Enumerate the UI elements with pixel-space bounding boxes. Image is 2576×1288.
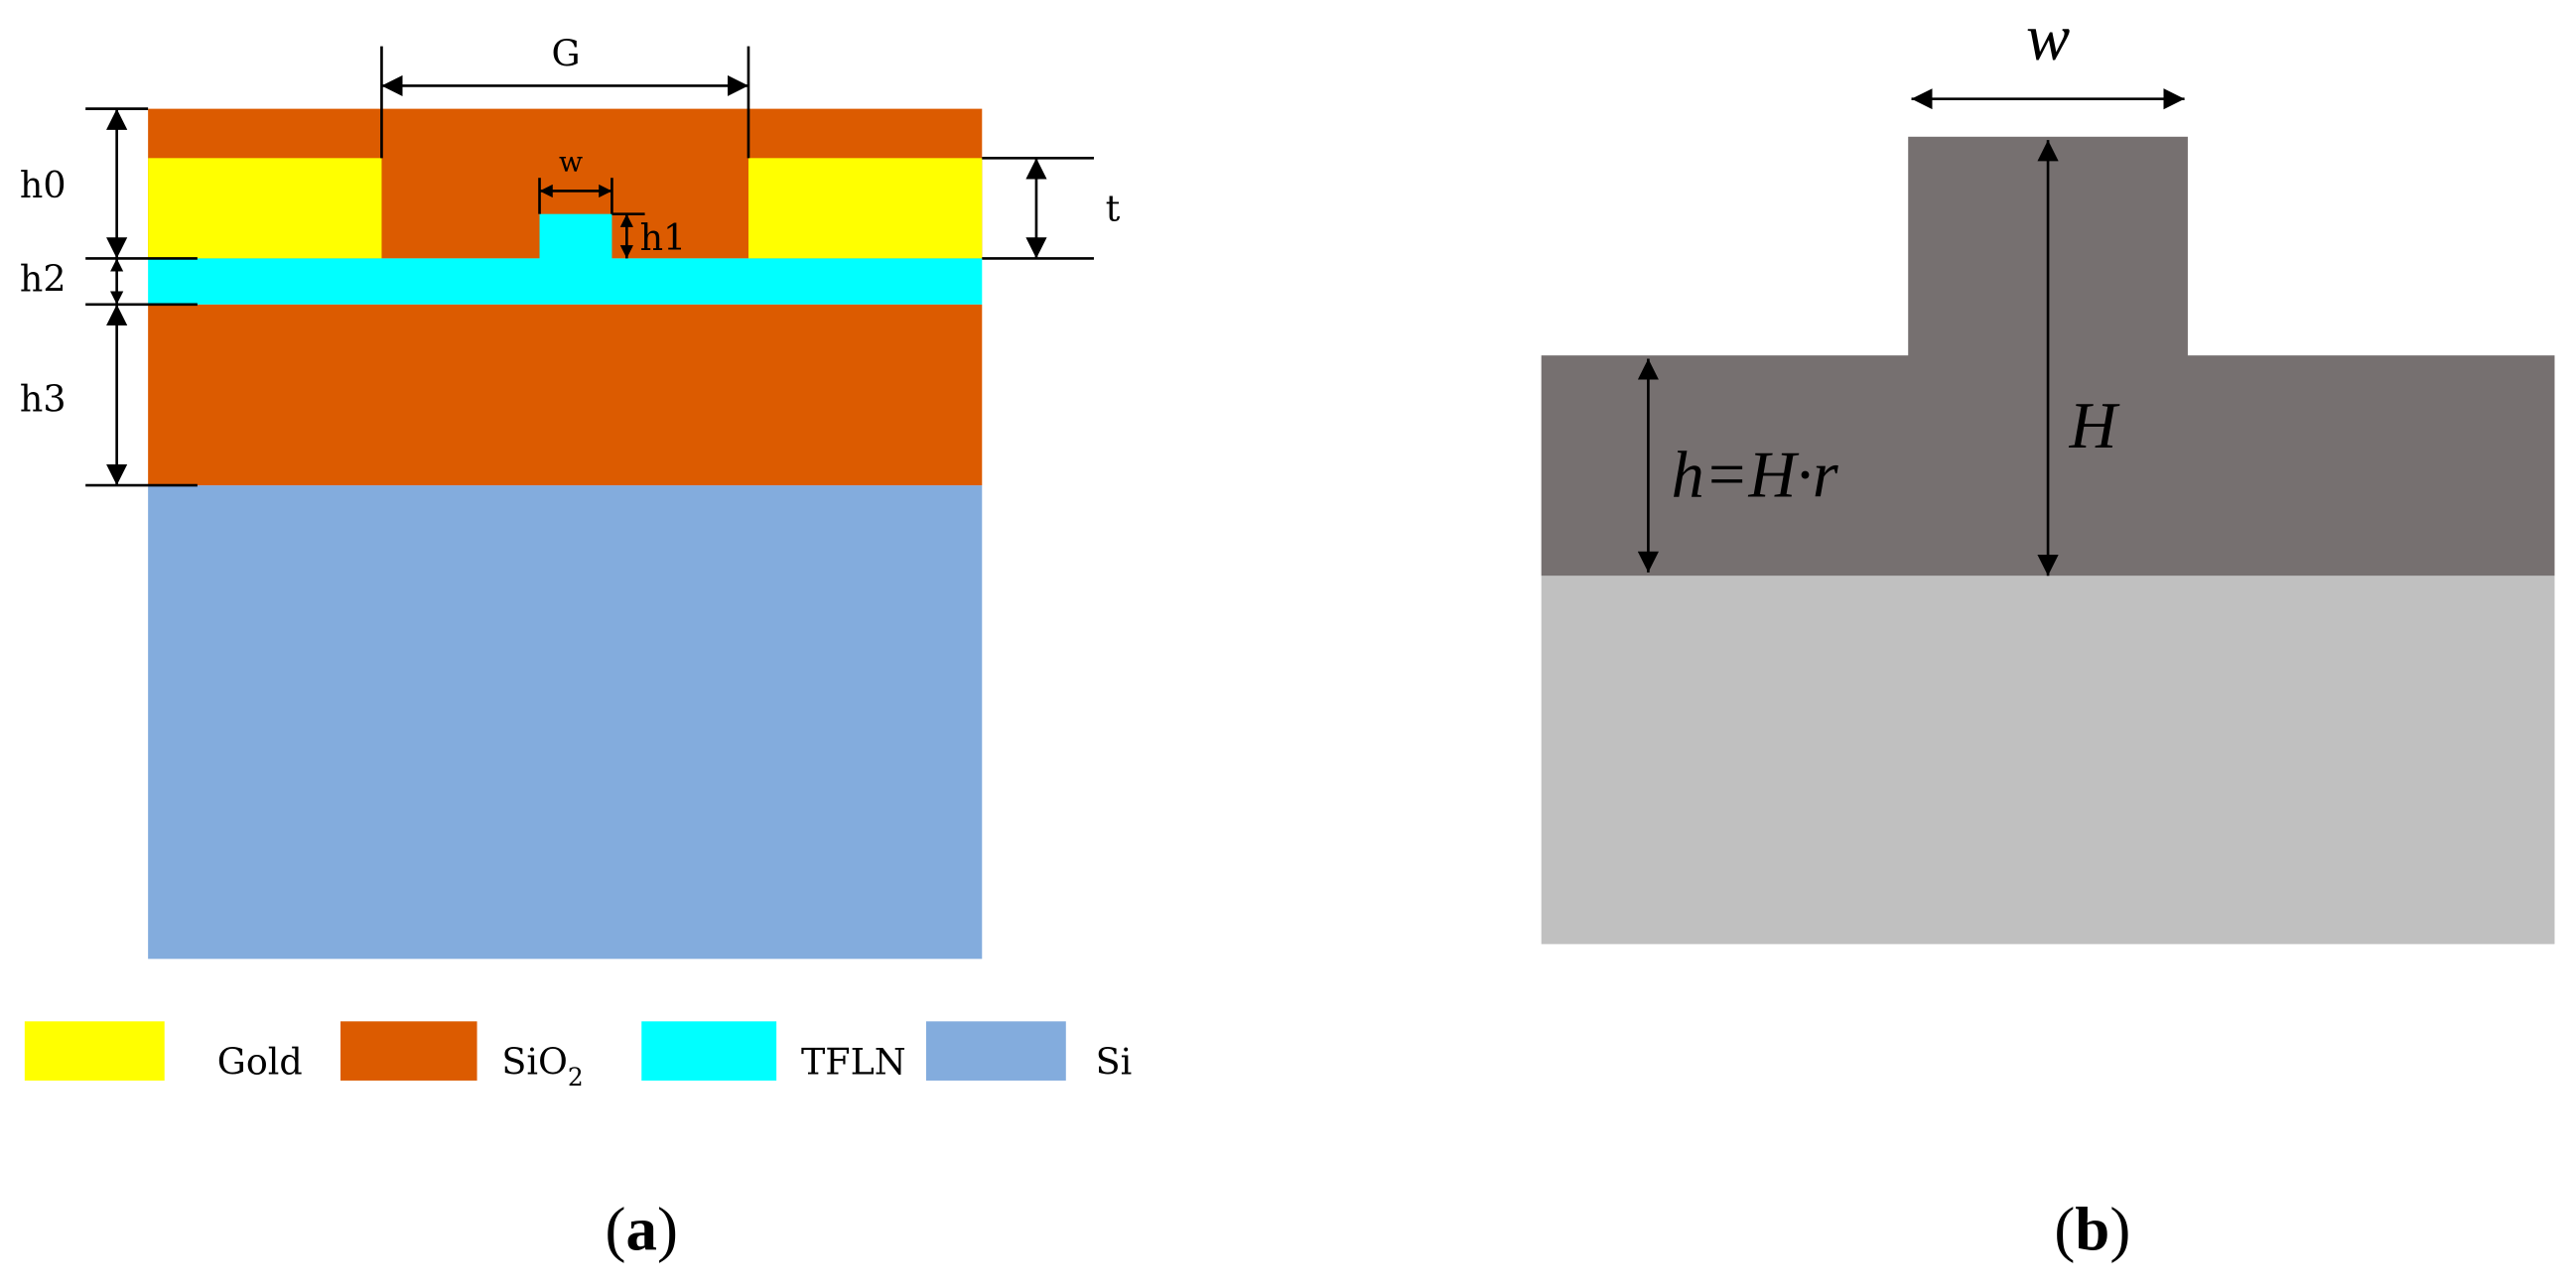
caption-a: (a): [606, 1195, 678, 1264]
label-w: w: [559, 146, 583, 179]
label-h2: h2: [20, 258, 67, 301]
label-t: t: [1106, 187, 1121, 229]
caption-paren: ): [657, 1195, 678, 1264]
si-layer: [148, 485, 983, 960]
legend-swatch-tfln: [641, 1021, 777, 1081]
legend-label: TFLN: [801, 1040, 906, 1083]
legend-label-base: SiO: [501, 1040, 568, 1083]
label-h-slab: h=H·r: [1672, 440, 1838, 512]
panel-a: G w h0 h2 h3 h1 t Gold SiO2 TFLN Si (a): [20, 33, 1132, 1264]
label-g: G: [551, 33, 580, 75]
gold-left: [148, 158, 382, 259]
caption-paren: ): [2109, 1195, 2130, 1264]
caption-paren: (: [606, 1195, 626, 1264]
legend-label-sub: 2: [568, 1063, 584, 1092]
caption-b: (b): [2054, 1195, 2130, 1264]
tfln-ridge: [539, 213, 612, 261]
dimensions: [85, 46, 1094, 487]
sio2-bottom: [148, 304, 983, 486]
label-h-total: H: [2069, 390, 2120, 462]
label-h0: h0: [20, 164, 67, 206]
panel-b: w H h=H·r (b): [1541, 2, 2555, 1264]
label-h3: h3: [20, 378, 67, 421]
legend-swatch-sio2: [340, 1021, 477, 1081]
legend-label: Gold: [217, 1040, 303, 1083]
gold-right: [747, 158, 983, 259]
label-w: w: [2026, 2, 2070, 74]
caption-letter: a: [626, 1195, 657, 1264]
legend-label: SiO2: [501, 1040, 583, 1092]
label-h1: h1: [640, 216, 687, 259]
caption-letter: b: [2075, 1195, 2109, 1264]
caption-paren: (: [2054, 1195, 2075, 1264]
substrate: [1541, 576, 2555, 945]
legend-label: Si: [1096, 1040, 1133, 1083]
legend-swatch-gold: [24, 1021, 165, 1081]
legend-swatch-si: [925, 1021, 1066, 1081]
legend: Gold SiO2 TFLN Si: [24, 1021, 1133, 1092]
tfln-slab: [148, 258, 983, 305]
